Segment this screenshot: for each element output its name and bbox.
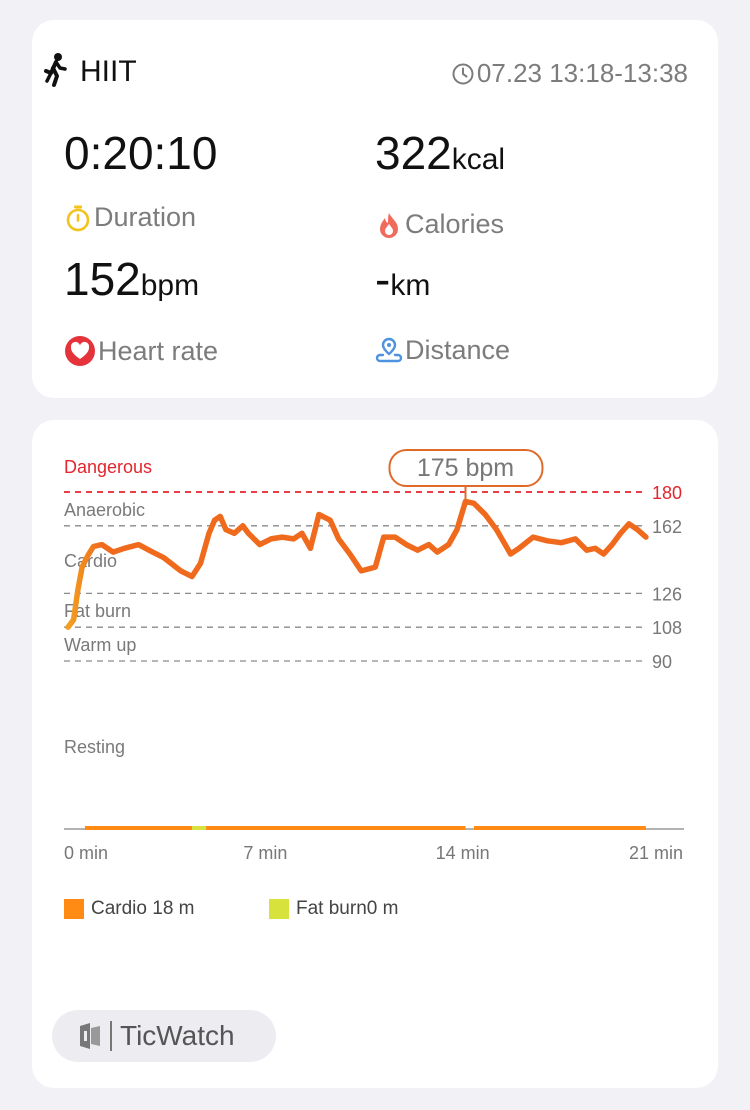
brand-name: TicWatch	[120, 1020, 235, 1051]
stopwatch-icon	[66, 205, 90, 231]
workout-header: HIIT	[42, 50, 137, 94]
legend-swatch-fat-burn	[269, 899, 289, 919]
y-tick-label-162: 162	[652, 517, 682, 537]
legend-cardio: Cardio 18 m	[64, 898, 195, 920]
calories-label: Calories	[405, 209, 505, 239]
calories-metric: 322kcal Calories	[375, 128, 505, 240]
timeline-fat-burn-1	[192, 826, 207, 830]
legend-label-fat-burn: Fat burn0 m	[296, 898, 399, 919]
distance-metric: -km Distance	[375, 254, 510, 366]
heart-rate-chart-card: 180 162 126 108 90 Dangerous Anaerobic Cardio Fa…	[32, 420, 718, 1088]
distance-unit: km	[390, 269, 431, 302]
zone-label-warm-up: Warm up	[64, 635, 136, 655]
heart-rate-chart: 180 162 126 108 90 Dangerous Anaerobic Cardio Fa…	[64, 449, 684, 863]
y-tick-label-126: 126	[652, 584, 682, 604]
legend-swatch-cardio	[64, 899, 84, 919]
heart-rate-metric: 152bpm Heart rate	[64, 254, 218, 367]
workout-name: HIIT	[80, 55, 137, 88]
y-tick-label-108: 108	[652, 618, 682, 638]
duration-label: Duration	[94, 202, 197, 232]
duration-value: 0:20:10	[64, 127, 218, 179]
zone-label-anaerobic: Anaerobic	[64, 500, 145, 520]
heart-icon	[65, 336, 95, 366]
calories-value: 322	[375, 127, 452, 179]
ticwatch-logo-icon	[80, 1023, 100, 1049]
calories-unit: kcal	[451, 143, 506, 176]
timeline-cardio-2	[206, 826, 466, 830]
heart-rate-value: 152	[64, 253, 141, 305]
clock-icon	[452, 63, 474, 84]
peak-callout-label: 175 bpm	[417, 454, 514, 482]
y-tick-label-180: 180	[652, 483, 682, 503]
timeline-cardio-1	[84, 826, 193, 830]
heart-rate-label: Heart rate	[98, 335, 219, 366]
y-tick-label-90: 90	[652, 652, 672, 672]
flame-icon	[380, 212, 398, 238]
zone-label-resting: Resting	[64, 737, 125, 757]
peak-callout-box	[388, 449, 544, 487]
brand-separator	[110, 1021, 112, 1051]
ticwatch-brand-badge: TicWatch	[52, 1010, 276, 1062]
zone-label-fat-burn: Fat burn	[64, 601, 131, 621]
location-pin-icon	[375, 337, 403, 362]
legend-fat-burn: Fat burn0 m	[269, 898, 398, 920]
zone-label-cardio: Cardio	[64, 551, 117, 571]
workout-time-range: 07.23 13:18-13:38	[451, 58, 688, 89]
distance-label: Distance	[405, 335, 511, 365]
heart-rate-unit: bpm	[140, 269, 200, 302]
duration-metric: 0:20:10 Duration	[64, 128, 217, 233]
workout-summary-card: HIIT 07.23 13:18-13:38 0:20:10 Duration …	[32, 20, 718, 398]
x-tick-label-0-min: 0 min	[64, 843, 108, 863]
running-person-icon	[42, 52, 68, 93]
distance-value: -	[375, 253, 391, 305]
x-tick-label-21-min: 21 min	[629, 843, 683, 863]
x-tick-label-14-min: 14 min	[436, 843, 490, 863]
zone-label-dangerous: Dangerous	[64, 457, 152, 477]
heart-rate-line	[65, 498, 649, 630]
x-tick-label-7-min: 7 min	[243, 843, 287, 863]
time-range-text: 07.23 13:18-13:38	[476, 58, 688, 88]
legend-label-cardio: Cardio 18 m	[91, 898, 195, 919]
timeline-cardio-3	[473, 826, 646, 830]
